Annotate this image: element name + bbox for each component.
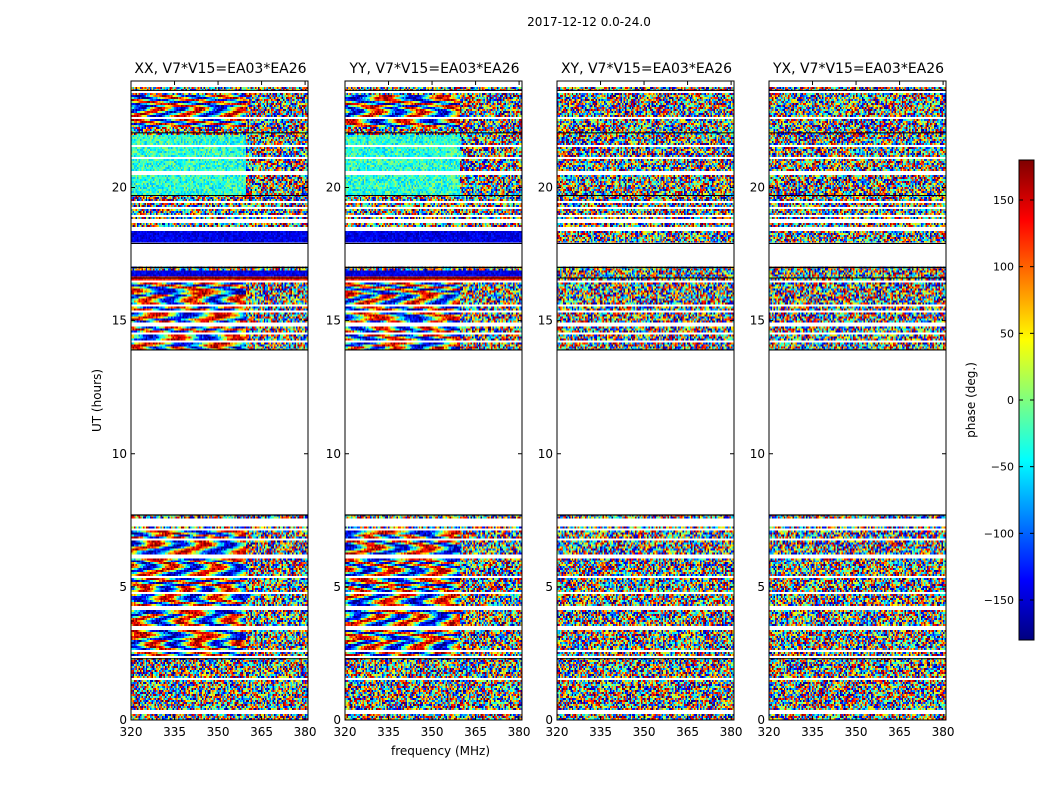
y-tick-label: 0 [757,713,765,727]
panel-xy: XY, V7*V15=EA03*EA26 0 5 10 15 20 320 335 350 365… [538,61,743,739]
x-tick-label: 320 [120,725,143,739]
colorbar-tick-label: −50 [991,461,1014,474]
y-tick-label: 0 [545,713,553,727]
y-tick-label: 20 [326,181,341,195]
y-tick-label: 0 [119,713,127,727]
panel-xx: XX, V7*V15=EA03*EA26 0 5 10 15 20 320 335 350 365… [90,61,317,739]
axes-frame [556,80,735,721]
colorbar: −150 −100 −50 0 50 100 150 phase (deg.) [964,159,1035,641]
panels: XX, V7*V15=EA03*EA26 0 5 10 15 20 320 335 350 365… [90,61,955,758]
heatmap-image [557,81,734,720]
x-tick-label: 365 [250,725,273,739]
x-tick-label: 320 [546,725,569,739]
y-tick-label: 5 [333,580,341,594]
y-tick-label: 5 [545,580,553,594]
x-tick-label: 335 [163,725,186,739]
panel-title: XX, V7*V15=EA03*EA26 [134,61,306,77]
colorbar-label: phase (deg.) [964,362,978,438]
x-tick-label: 380 [508,725,531,739]
heatmap-image [769,81,946,720]
y-tick-label: 0 [333,713,341,727]
panel-yy: YY, V7*V15=EA03*EA26 0 5 10 15 20 320 335 350 365… [326,61,531,758]
heatmap-image [345,81,522,720]
x-tick-label: 335 [377,725,400,739]
x-tick-label: 350 [845,725,868,739]
x-tick-label: 320 [334,725,357,739]
y-tick-label: 10 [112,447,127,461]
y-tick-label: 20 [538,181,553,195]
axes-frame [344,80,523,721]
colorbar-tick-label: −150 [984,594,1014,607]
y-tick-label: 20 [750,181,765,195]
axes-frame [130,80,309,721]
y-tick-label: 15 [112,314,127,328]
panel-title: YY, V7*V15=EA03*EA26 [348,61,519,77]
x-axis-label: frequency (MHz) [391,744,490,758]
panel-title: XY, V7*V15=EA03*EA26 [561,61,732,77]
suptitle: 2017-12-12 0.0-24.0 [527,15,651,29]
y-tick-label: 15 [750,314,765,328]
panel-yx: YX, V7*V15=EA03*EA26 0 5 10 15 20 320 335 350 365… [750,61,955,739]
x-tick-label: 380 [294,725,317,739]
x-tick-label: 380 [720,725,743,739]
x-tick-label: 380 [932,725,955,739]
colorbar-tick-label: 100 [993,261,1014,274]
x-tick-label: 320 [758,725,781,739]
y-tick-label: 15 [538,314,553,328]
x-tick-label: 350 [633,725,656,739]
colorbar-tick-label: −100 [984,527,1014,540]
panel-title: YX, V7*V15=EA03*EA26 [772,61,944,77]
x-tick-label: 365 [464,725,487,739]
y-tick-label: 10 [538,447,553,461]
colorbar-tick-label: 150 [993,194,1014,207]
y-tick-label: 5 [757,580,765,594]
x-tick-label: 365 [676,725,699,739]
heatmap-image [131,81,308,720]
y-tick-label: 10 [326,447,341,461]
x-tick-label: 335 [801,725,824,739]
x-tick-label: 335 [589,725,612,739]
y-tick-label: 10 [750,447,765,461]
y-axis-label: UT (hours) [90,369,104,432]
x-tick-label: 365 [888,725,911,739]
x-tick-label: 350 [207,725,230,739]
axes-frame [768,80,947,721]
colorbar-tick-label: 50 [1000,327,1014,340]
y-tick-label: 5 [119,580,127,594]
y-tick-label: 20 [112,181,127,195]
x-tick-label: 350 [421,725,444,739]
y-tick-label: 15 [326,314,341,328]
colorbar-tick-label: 0 [1007,394,1014,407]
